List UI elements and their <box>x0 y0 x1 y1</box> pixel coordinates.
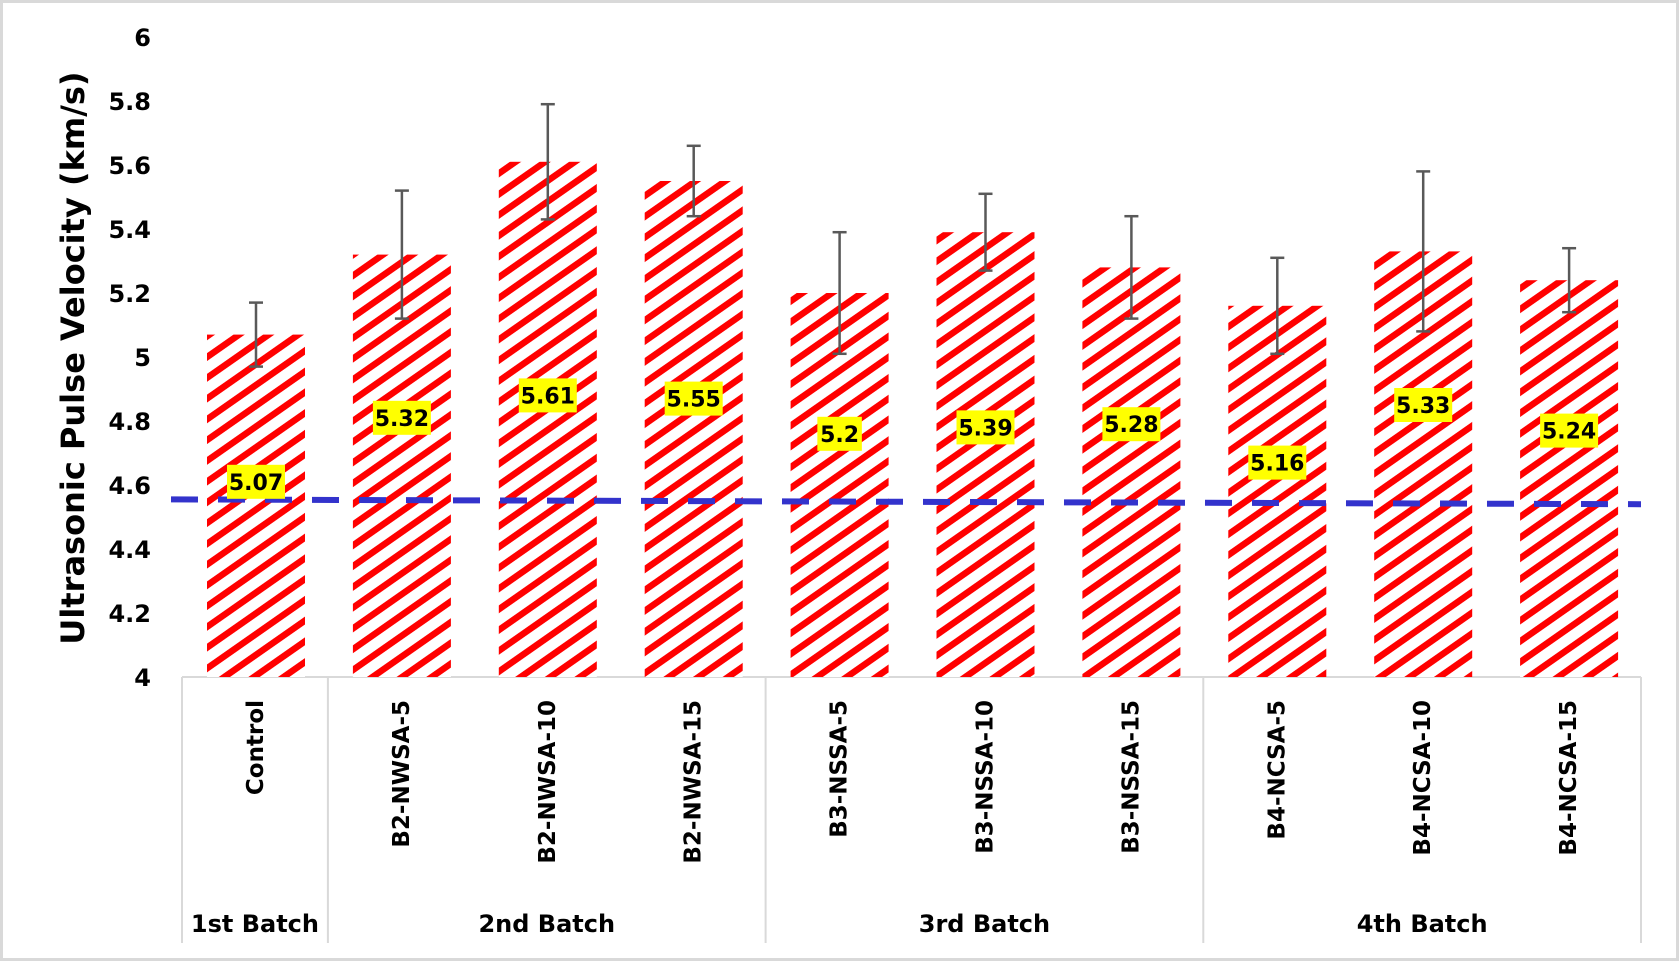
error-bar <box>1124 214 1139 320</box>
batch-label: 3rd Batch <box>919 910 1050 938</box>
data-label: 5.61 <box>518 378 577 413</box>
bar-control <box>207 334 305 677</box>
bar-b2-nwsa-15 <box>644 181 743 677</box>
y-axis-title: Ultrasonic Pulse Velocity (km/s) <box>54 71 92 644</box>
dashed-reference-line <box>170 496 1642 508</box>
data-label-text: 5.28 <box>1104 413 1158 438</box>
error-bar <box>1416 170 1431 333</box>
y-tick-label: 4.6 <box>108 472 151 500</box>
batch-label: 1st Batch <box>191 910 319 938</box>
data-label-text: 5.07 <box>229 471 283 496</box>
data-label-text: 5.2 <box>820 423 859 448</box>
data-label-text: 5.16 <box>1250 452 1304 477</box>
batch-label: 2nd Batch <box>478 910 615 938</box>
error-bar <box>978 192 993 272</box>
error-bar <box>686 144 701 218</box>
y-tick-label: 5 <box>134 344 151 372</box>
data-label-text: 5.55 <box>667 388 721 413</box>
category-label: Control <box>243 700 269 795</box>
bar-b3-nssa-5 <box>790 293 889 677</box>
data-label: 5.16 <box>1248 445 1307 480</box>
error-bars <box>249 102 1577 368</box>
bar-b4-ncsa-15 <box>1520 280 1619 677</box>
bar-b2-nwsa-10 <box>498 161 597 678</box>
data-label-text: 5.39 <box>958 416 1012 441</box>
error-bar <box>249 301 263 368</box>
y-tick-label: 5.4 <box>108 216 151 244</box>
category-label: B3-NSSA-15 <box>1118 700 1144 854</box>
bars <box>207 161 1619 678</box>
data-label: 5.24 <box>1540 413 1599 448</box>
bar-b3-nssa-10 <box>936 232 1035 677</box>
y-tick-label: 4.2 <box>108 600 151 628</box>
data-label: 5.07 <box>227 464 285 499</box>
data-label-text: 5.33 <box>1396 394 1450 419</box>
y-tick-label: 5.8 <box>108 88 151 116</box>
category-labels: Control B2-NWSA-5 B2-NWSA-10 B2-NWSA-15 B3-N… <box>243 700 1582 864</box>
bar-b3-nssa-15 <box>1082 267 1181 677</box>
data-label: 5.32 <box>372 400 431 435</box>
batch-labels: 1st Batch 2nd Batch 3rd Batch 4th Batch <box>191 910 1488 938</box>
data-label: 5.55 <box>664 381 723 416</box>
data-label-text: 5.61 <box>521 384 575 409</box>
category-label: B3-NSSA-5 <box>827 700 853 838</box>
data-label: 5.2 <box>817 416 862 451</box>
error-bar <box>1270 256 1285 356</box>
y-tick-label: 5.6 <box>108 152 151 180</box>
data-labels: 5.07 5.32 5.61 5.55 5.2 5.39 5.28 5.16 5.33 5.24 <box>227 378 1599 499</box>
category-label: B2-NWSA-15 <box>681 700 707 864</box>
category-label: B4-NCSA-5 <box>1264 700 1290 840</box>
error-bar <box>832 230 847 356</box>
category-label: B4-NCSA-10 <box>1410 700 1436 856</box>
y-axis: Ultrasonic Pulse Velocity (km/s) 4 4.2 4.4… <box>54 24 151 692</box>
category-label: B4-NCSA-15 <box>1556 700 1582 856</box>
y-tick-label: 4.8 <box>108 408 151 436</box>
data-label: 5.33 <box>1394 388 1453 422</box>
error-bar <box>394 189 409 320</box>
category-label: B2-NWSA-10 <box>535 700 561 864</box>
data-label-text: 5.32 <box>375 407 429 432</box>
category-label: B2-NWSA-5 <box>389 700 415 848</box>
y-tick-label: 4.4 <box>108 536 151 564</box>
batch-label: 4th Batch <box>1357 910 1488 938</box>
reference-dashed-line <box>170 496 1642 508</box>
y-tick-label: 4 <box>134 664 151 692</box>
category-label: B3-NSSA-10 <box>972 700 998 854</box>
y-tick-label: 6 <box>134 24 151 52</box>
y-tick-label: 5.2 <box>108 280 151 308</box>
data-label: 5.28 <box>1102 407 1161 442</box>
y-axis-ticks: 4 4.2 4.4 4.6 4.8 5 5.2 5.4 5.6 5.8 6 <box>108 24 151 692</box>
bar-b4-ncsa-5 <box>1228 305 1327 677</box>
bar-b2-nwsa-5 <box>352 254 451 677</box>
data-label-text: 5.24 <box>1542 420 1596 445</box>
error-bar <box>540 102 555 221</box>
data-label: 5.39 <box>956 410 1015 445</box>
error-bar <box>1562 246 1577 314</box>
